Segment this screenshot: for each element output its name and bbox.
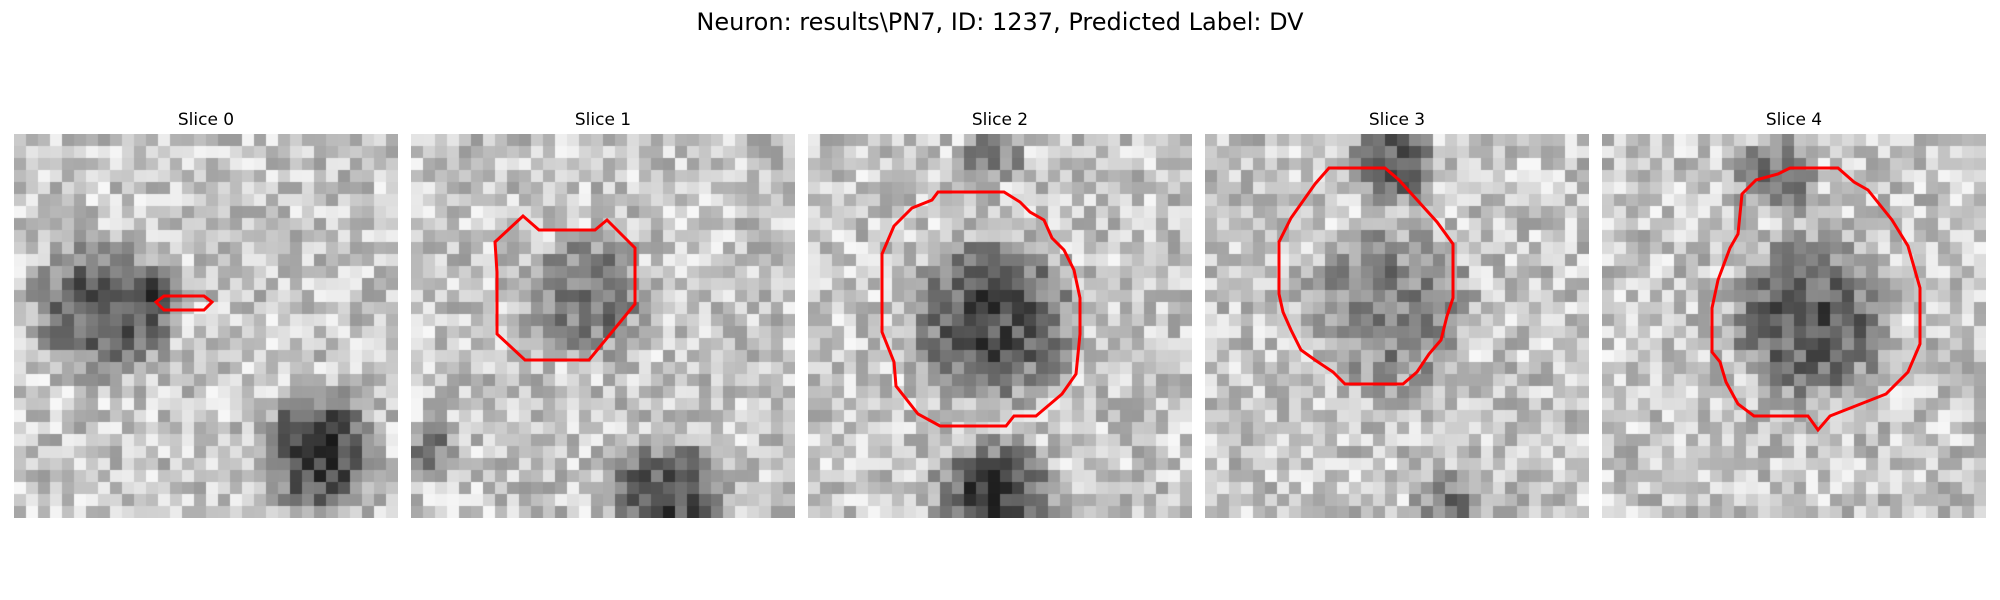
slice-panel-0: Slice 0 xyxy=(14,108,398,134)
slice-title: Slice 2 xyxy=(808,108,1192,134)
slice-title: Slice 4 xyxy=(1602,108,1986,134)
segmentation-contour xyxy=(1205,134,1589,518)
segmentation-contour xyxy=(808,134,1192,518)
slice-panel-4: Slice 4 xyxy=(1602,108,1986,134)
segmentation-contour xyxy=(411,134,795,518)
slice-title: Slice 1 xyxy=(411,108,795,134)
segmentation-contour xyxy=(14,134,398,518)
slice-panel-3: Slice 3 xyxy=(1205,108,1589,134)
segmentation-contour xyxy=(1602,134,1986,518)
figure-title: Neuron: results\PN7, ID: 1237, Predicted… xyxy=(0,8,2000,36)
slice-title: Slice 3 xyxy=(1205,108,1589,134)
slice-title: Slice 0 xyxy=(14,108,398,134)
slice-panel-1: Slice 1 xyxy=(411,108,795,134)
slice-panel-2: Slice 2 xyxy=(808,108,1192,134)
